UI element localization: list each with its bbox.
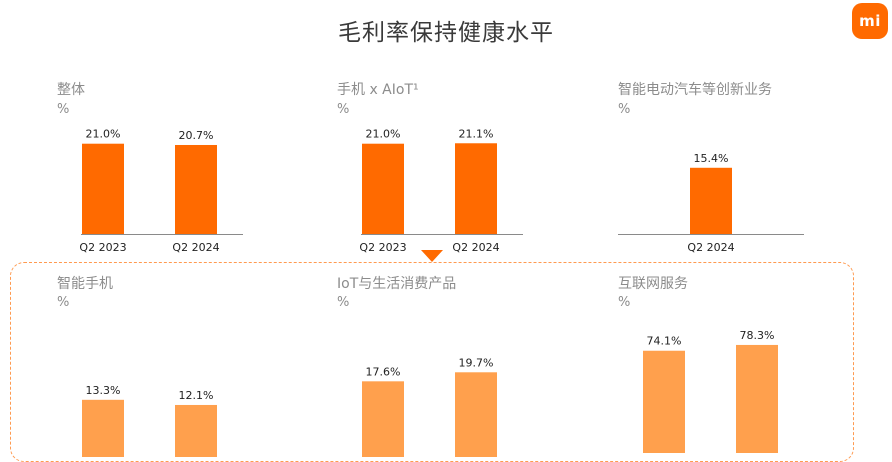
data-label: 20.7% <box>179 129 214 142</box>
data-label: 15.4% <box>694 152 729 165</box>
bar <box>82 143 124 234</box>
bar <box>362 143 404 234</box>
data-label: 13.3% <box>86 384 121 397</box>
x-tick-label: Q2 2023 <box>359 241 406 254</box>
xiaomi-logo-text: mi <box>859 12 881 30</box>
chart-innovation: 15.4% Q2 2024 <box>618 152 804 254</box>
panel-unit-internet: % <box>618 295 631 310</box>
chart-overall: 21.0% Q2 2023 20.7% Q2 2024 <box>79 128 243 254</box>
panel-title-iot: IoT与生活消费产品 <box>337 276 457 292</box>
panel-unit-phone-aiot: % <box>337 102 350 117</box>
panel-title-innovation: 智能电动汽车等创新业务 <box>618 82 772 98</box>
panel-unit-smartphone: % <box>57 295 70 310</box>
panel-unit-innovation: % <box>618 102 631 117</box>
xiaomi-logo: mi <box>852 3 888 39</box>
data-label: 17.6% <box>366 365 401 378</box>
panel-title-smartphone: 智能手机 <box>57 276 113 292</box>
panel-title-phone-aiot: 手机 x AIoT¹ <box>337 82 419 98</box>
bar <box>736 344 778 453</box>
bar <box>82 399 124 457</box>
data-label: 78.3% <box>740 329 775 342</box>
data-label: 21.0% <box>86 128 121 141</box>
data-label: 21.1% <box>459 127 494 140</box>
data-label: 12.1% <box>179 389 214 402</box>
bar <box>455 143 497 234</box>
bar <box>455 372 497 457</box>
panel-unit-overall: % <box>57 102 70 117</box>
data-label: 74.1% <box>647 335 682 348</box>
x-tick-label: Q2 2024 <box>452 241 499 254</box>
panel-title-internet: 互联网服务 <box>618 276 688 292</box>
bar <box>175 404 217 457</box>
x-tick-label: Q2 2024 <box>687 241 734 254</box>
bar <box>690 167 732 234</box>
chart-phone-aiot: 21.0% Q2 2023 21.1% Q2 2024 <box>359 127 523 254</box>
x-tick-label: Q2 2024 <box>172 241 219 254</box>
chart-internet: 74.1% 78.3% <box>643 329 778 453</box>
bar <box>643 350 685 453</box>
data-label: 21.0% <box>366 128 401 141</box>
panel-unit-iot: % <box>337 295 350 310</box>
down-arrow-icon <box>421 250 443 262</box>
bar <box>362 381 404 457</box>
bar <box>175 144 217 234</box>
x-tick-label: Q2 2023 <box>79 241 126 254</box>
page-title: 毛利率保持健康水平 <box>338 20 554 46</box>
panel-title-overall: 整体 <box>57 82 85 98</box>
data-label: 19.7% <box>459 356 494 369</box>
chart-iot: 17.6% 19.7% <box>362 356 497 457</box>
chart-smartphone: 13.3% 12.1% <box>82 384 217 457</box>
